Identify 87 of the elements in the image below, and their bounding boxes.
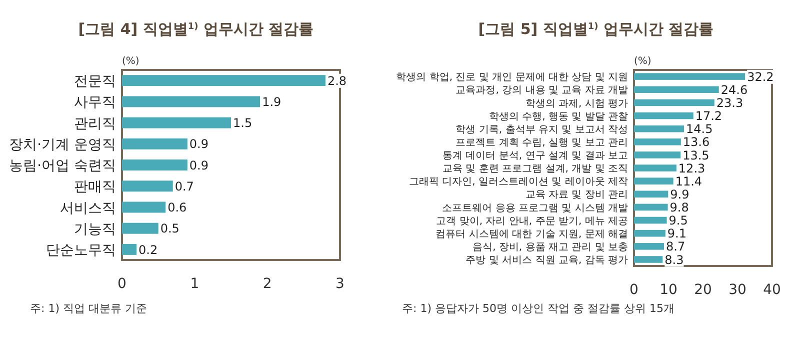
data-label: 9.5 bbox=[668, 214, 688, 228]
bar bbox=[634, 125, 684, 132]
bar bbox=[634, 112, 694, 120]
bar bbox=[122, 244, 137, 255]
bar bbox=[122, 160, 188, 170]
y-tick-label: 장치·기계 운영직 bbox=[9, 136, 116, 153]
data-label: 8.7 bbox=[666, 240, 686, 254]
x-axis-title: (%) bbox=[122, 56, 140, 67]
data-label: 0.9 bbox=[189, 137, 208, 152]
bar bbox=[634, 164, 676, 172]
text: 주: 1) 직업 대분류 기준 bbox=[30, 302, 147, 315]
bar bbox=[634, 204, 668, 211]
y-tick-label: 소프트웨어 응용 프로그램 및 시스템 개발 bbox=[442, 202, 628, 214]
y-tick-label: 컴퓨터 시스템에 대한 기술 지원, 문제 해결 bbox=[436, 228, 628, 240]
bar bbox=[122, 138, 188, 150]
y-tick-label: 통계 데이터 분석, 연구 설계 및 결과 보고 bbox=[442, 150, 628, 162]
bar bbox=[634, 190, 668, 198]
data-label: 12.3 bbox=[678, 161, 706, 176]
bar bbox=[634, 230, 666, 237]
data-label: 13.5 bbox=[682, 148, 710, 162]
bar bbox=[122, 202, 166, 213]
data-label: 2.8 bbox=[327, 74, 347, 88]
bar bbox=[634, 178, 674, 184]
bar bbox=[122, 75, 326, 86]
data-label: 9.8 bbox=[670, 200, 689, 215]
data-label: 0.9 bbox=[189, 158, 208, 172]
bar bbox=[634, 243, 664, 250]
data-label: 8.3 bbox=[664, 252, 684, 267]
data-label: 24.6 bbox=[720, 82, 748, 97]
data-label: 17.2 bbox=[695, 109, 722, 124]
data-label: 14.5 bbox=[686, 122, 713, 136]
x-tick-label: 0 bbox=[118, 276, 126, 292]
data-label: 0.7 bbox=[174, 179, 194, 194]
y-tick-label: 서비스직 bbox=[60, 200, 116, 216]
data-label: 9.9 bbox=[670, 187, 690, 202]
y-tick-label: 주방 및 서비스 직원 교육, 감독 평가 bbox=[466, 255, 628, 266]
y-tick-label: 교육 및 훈련 프로그램 설계, 개발 및 조직 bbox=[442, 164, 628, 175]
y-tick-label: 음식, 장비, 용품 재고 관리 및 보충 bbox=[472, 242, 628, 253]
data-label: 1.5 bbox=[233, 116, 252, 130]
x-tick-label: 3 bbox=[336, 276, 344, 292]
y-tick-label: 사무직 bbox=[74, 94, 116, 111]
data-label: 1.9 bbox=[262, 94, 282, 109]
y-tick-label: 프로젝트 계획 수립, 실행 및 보고 관리 bbox=[456, 137, 628, 148]
bar bbox=[634, 256, 663, 263]
bar bbox=[634, 73, 746, 80]
data-label: 32.2 bbox=[747, 70, 774, 84]
x-tick-label: 10 bbox=[660, 282, 678, 298]
bar bbox=[122, 180, 173, 192]
bar bbox=[634, 138, 681, 146]
x-tick-label: 30 bbox=[728, 282, 746, 298]
y-tick-label: 학생의 수행, 행동 및 발달 관찰 bbox=[488, 111, 628, 122]
x-axis-title: (%) bbox=[634, 56, 652, 67]
y-tick-label: 단순노무직 bbox=[46, 242, 116, 258]
y-tick-label: 기능직 bbox=[74, 221, 116, 238]
y-tick-label: 판매직 bbox=[74, 179, 116, 196]
chart-title: [그림 5] 직업별$^{1)}$ 업무시간 절감률 bbox=[478, 20, 714, 38]
bar bbox=[122, 96, 260, 108]
bar bbox=[634, 216, 667, 224]
data-label: 0.6 bbox=[168, 200, 187, 215]
x-tick-label: 2 bbox=[262, 276, 272, 292]
data-label: 11.4 bbox=[675, 174, 702, 188]
x-tick-label: 20 bbox=[694, 282, 712, 298]
y-tick-label: 고객 맞이, 자리 안내, 주문 받기, 메뉴 제공 bbox=[436, 216, 628, 227]
chart-title: [그림 4] 직업별$^{1)}$ 업무시간 절감률 bbox=[78, 20, 314, 38]
y-tick-label: 학생의 학업, 진로 및 개인 문제에 대한 상담 및 지원 bbox=[396, 72, 628, 84]
y-tick-label: 교육과정, 강의 내용 및 교육 자료 개발 bbox=[456, 85, 628, 96]
data-label: 13.6 bbox=[682, 135, 710, 150]
bar bbox=[634, 99, 714, 106]
x-tick-label: 0 bbox=[630, 282, 638, 298]
x-tick-label: 1 bbox=[190, 276, 200, 292]
y-tick-label: 관리직 bbox=[74, 116, 116, 132]
data-label: 0.5 bbox=[160, 222, 180, 236]
y-tick-label: 전문직 bbox=[74, 74, 116, 90]
y-tick-label: 그래픽 디자인, 일러스트레이션 및 레이아웃 제작 bbox=[408, 176, 628, 188]
bar bbox=[634, 152, 681, 158]
data-label: 9.1 bbox=[667, 226, 686, 241]
x-tick-label: 40 bbox=[763, 282, 781, 298]
bar bbox=[634, 86, 719, 93]
bar bbox=[122, 222, 158, 234]
data-label: 23.3 bbox=[716, 96, 744, 110]
y-tick-label: 학생 기록, 출석부 유지 및 보고서 작성 bbox=[456, 124, 628, 136]
y-tick-label: 농림·어업 숙련직 bbox=[9, 158, 116, 174]
text: 주: 1) 응답자가 50명 이상인 작업 중 절감률 상위 15개 bbox=[402, 302, 674, 315]
bar bbox=[122, 117, 231, 128]
data-label: 0.2 bbox=[138, 242, 158, 257]
y-tick-label: 교육 자료 및 장비 관리 bbox=[525, 190, 628, 201]
y-tick-label: 학생의 과제, 시험 평가 bbox=[525, 98, 628, 110]
